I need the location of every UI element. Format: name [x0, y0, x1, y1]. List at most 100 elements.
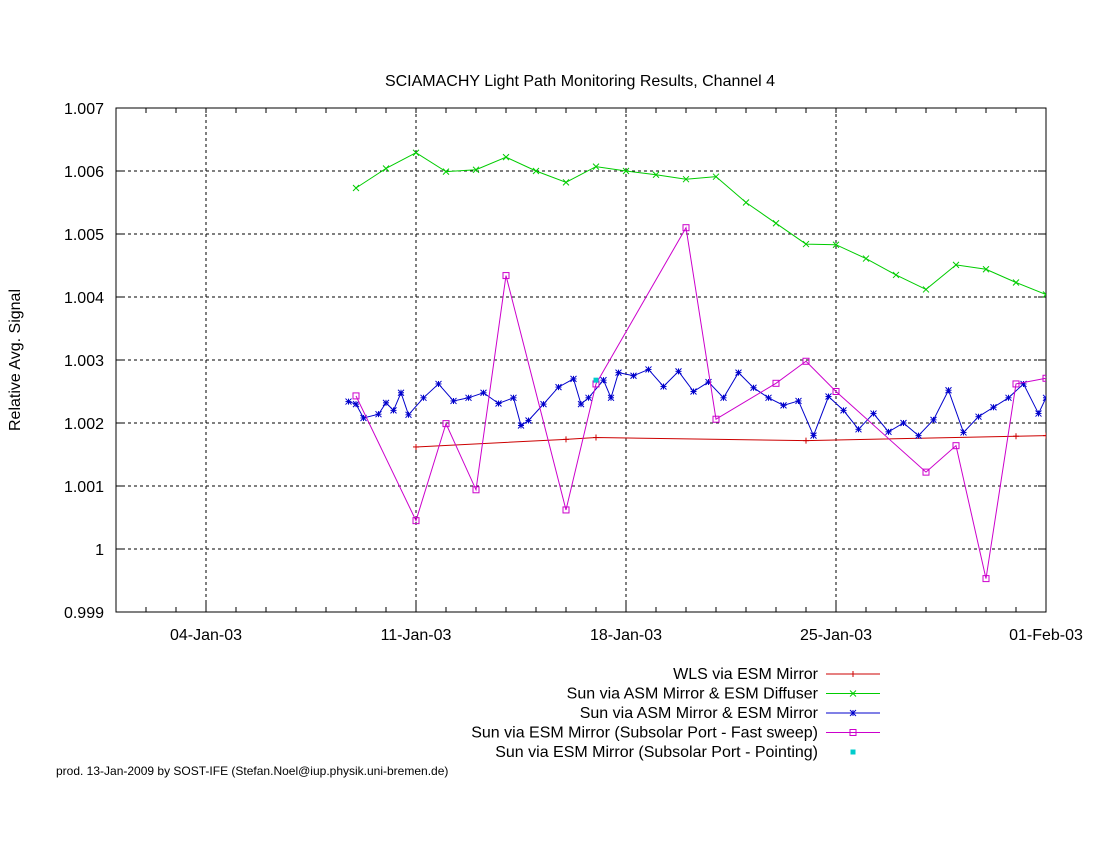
data-point-series-2 [720, 394, 727, 402]
y-tick-label: 1.006 [64, 164, 104, 181]
legend: WLS via ESM Mirror Sun via ASM Mirror & E… [471, 666, 880, 761]
data-point-series-2 [825, 393, 832, 400]
data-point-series-3 [832, 388, 840, 395]
data-point-series-1 [652, 171, 660, 179]
data-point-series-2 [855, 425, 862, 433]
legend-marker-0 [850, 671, 856, 677]
data-point-series-2 [975, 413, 982, 421]
data-point-series-2 [885, 428, 892, 436]
x-tick-label: 11-Jan-03 [381, 627, 452, 644]
chart-title: SCIAMACHY Light Path Monitoring Results,… [385, 73, 775, 90]
data-point-series-2 [780, 402, 787, 409]
data-point-series-1 [442, 168, 450, 175]
data-point-series-1 [562, 178, 570, 186]
data-series [345, 149, 1057, 583]
y-tick-label: 1.003 [64, 353, 104, 370]
data-point-series-2 [990, 403, 997, 411]
data-point-series-2 [870, 410, 877, 417]
axis-ticks: 0.999 1 1.001 1.002 1.003 1.004 1.005 1.006 1.00… [64, 101, 1083, 644]
data-point-series-2 [660, 383, 667, 390]
data-point-series-1 [742, 199, 750, 206]
data-point-series-2 [465, 394, 472, 402]
data-point-series-3 [1012, 380, 1020, 388]
data-point-series-2 [600, 376, 607, 384]
data-point-series-2 [645, 366, 652, 373]
data-point-series-0 [593, 434, 599, 441]
data-point-series-2 [540, 400, 547, 408]
data-point-series-4 [593, 377, 599, 383]
y-tick-label: 1.002 [64, 416, 104, 433]
data-point-series-0 [563, 436, 569, 443]
data-point-series-1 [832, 241, 840, 249]
data-point-series-2 [615, 369, 622, 376]
data-point-series-2 [517, 422, 525, 429]
data-point-series-2 [607, 394, 615, 402]
data-point-series-2 [810, 432, 817, 439]
data-point-series-2 [495, 400, 502, 407]
data-point-series-2 [480, 389, 487, 397]
legend-label-4: Sun via ESM Mirror (Subsolar Port - Poin… [495, 744, 818, 761]
y-axis-label: Relative Avg. Signal [7, 289, 24, 431]
data-point-series-1 [952, 261, 960, 269]
data-point-series-2 [450, 397, 457, 405]
y-tick-label: 1.005 [64, 227, 104, 244]
data-point-series-1 [622, 167, 630, 175]
data-point-series-2 [382, 399, 390, 407]
data-point-series-1 [712, 173, 720, 181]
data-point-series-2 [435, 380, 442, 388]
data-point-series-2 [525, 417, 532, 424]
data-point-series-2 [750, 384, 757, 392]
x-tick-label: 04-Jan-03 [170, 627, 242, 644]
data-point-series-3 [1042, 374, 1046, 382]
data-point-series-2 [1035, 410, 1042, 417]
data-point-series-2 [345, 398, 352, 405]
data-point-series-1 [592, 163, 600, 170]
x-tick-label: 01-Feb-03 [1009, 627, 1083, 644]
y-tick-label: 1 [95, 542, 104, 559]
data-point-series-1 [532, 167, 540, 175]
data-point-series-1 [892, 271, 900, 279]
legend-label-0: WLS via ESM Mirror [673, 666, 819, 683]
data-point-series-2 [1042, 394, 1046, 402]
data-point-series-3 [772, 379, 780, 387]
data-point-series-2 [630, 372, 637, 380]
data-point-series-2 [840, 407, 847, 414]
legend-marker-3 [849, 729, 857, 736]
data-point-series-1 [1012, 279, 1020, 286]
legend-label-3: Sun via ESM Mirror (Subsolar Port - Fast… [471, 725, 818, 742]
data-point-series-2 [352, 400, 360, 408]
data-point-series-2 [585, 394, 592, 402]
series-line-1 [355, 152, 1046, 295]
data-point-series-2 [1005, 394, 1012, 402]
data-point-series-2 [570, 375, 577, 383]
data-point-series-3 [952, 442, 960, 450]
data-point-series-3 [712, 415, 720, 423]
data-point-series-1 [772, 219, 780, 227]
footer-credit: prod. 13-Jan-2009 by SOST-IFE (Stefan.No… [56, 764, 449, 778]
data-point-series-3 [562, 506, 570, 514]
data-point-series-0 [803, 437, 809, 444]
legend-marker-2 [849, 709, 857, 717]
legend-marker-1 [849, 690, 857, 697]
grid-lines [116, 108, 1046, 612]
data-point-series-1 [352, 184, 360, 192]
data-point-series-2 [900, 419, 907, 427]
data-point-series-1 [682, 175, 690, 183]
data-point-series-1 [1042, 291, 1046, 298]
data-point-series-2 [420, 394, 427, 402]
data-point-series-2 [765, 394, 772, 402]
data-point-series-3 [1051, 348, 1057, 354]
data-point-series-0 [1043, 432, 1046, 439]
data-point-series-1 [982, 265, 990, 273]
data-point-series-2 [405, 411, 412, 419]
data-point-series-3 [412, 517, 420, 525]
data-point-series-3 [472, 486, 480, 494]
data-point-series-0 [413, 443, 419, 450]
data-point-series-1 [802, 240, 810, 248]
data-point-series-2 [930, 416, 937, 424]
data-point-series-3 [982, 575, 990, 583]
y-tick-label: 1.004 [64, 290, 104, 307]
data-point-series-2 [960, 429, 967, 436]
data-point-series-1 [472, 166, 480, 174]
